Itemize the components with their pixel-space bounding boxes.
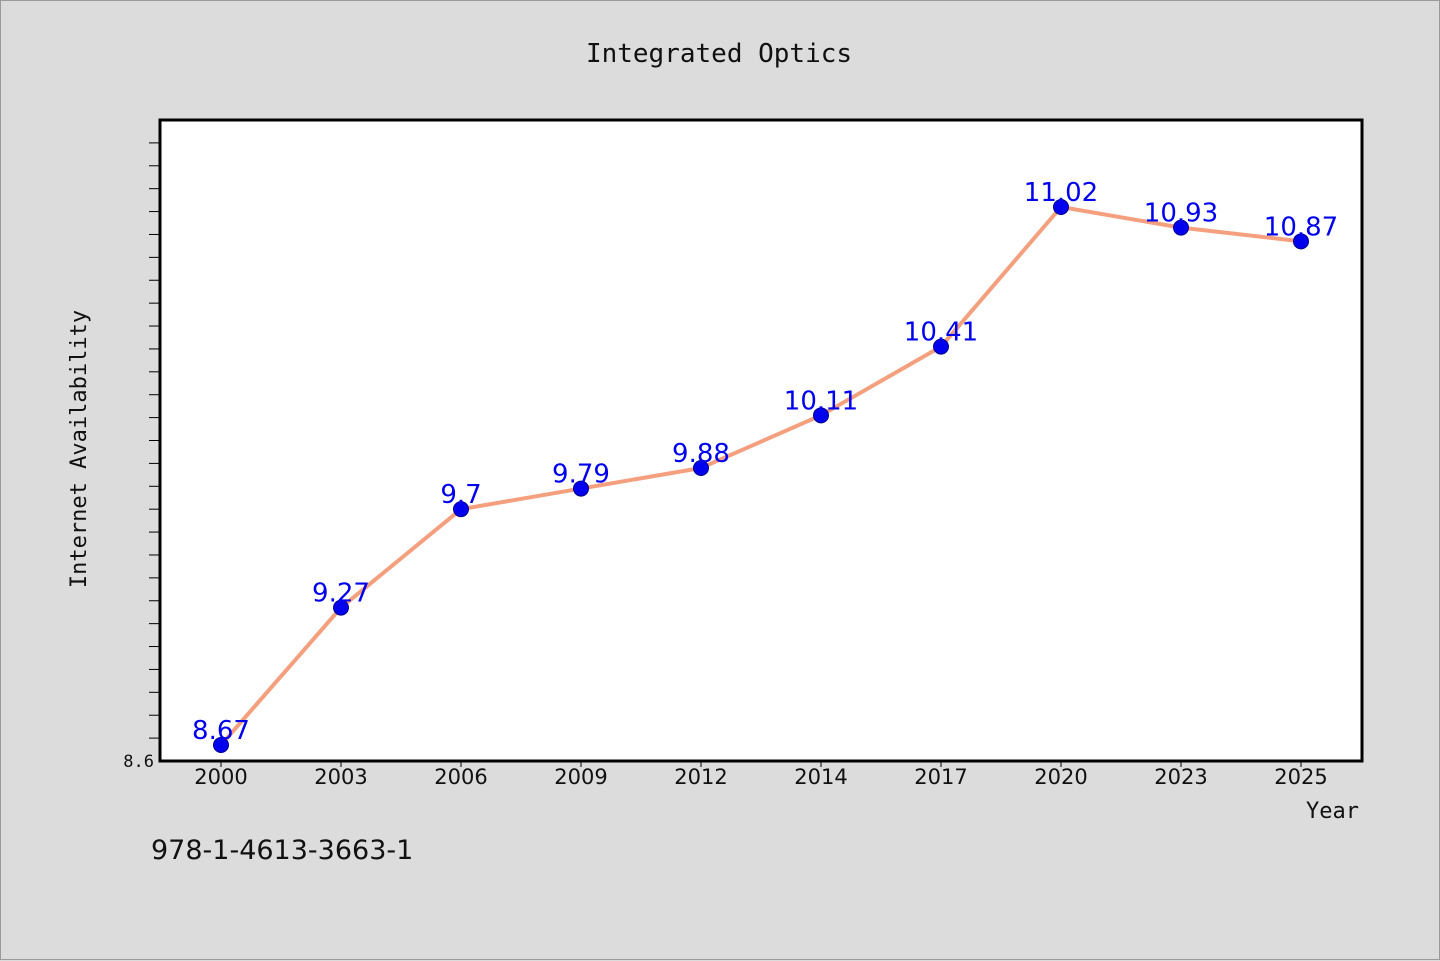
x-tick-label: 2009 — [554, 765, 607, 789]
data-point — [933, 338, 949, 355]
data-point — [333, 599, 349, 616]
data-label: 9.7 — [440, 480, 481, 510]
data-point — [693, 459, 709, 476]
x-tick-label: 2000 — [194, 765, 247, 789]
x-tick-label: 2014 — [794, 765, 847, 789]
x-tick-label: 2003 — [314, 765, 367, 789]
series-line — [219, 204, 1302, 747]
x-axis-label: Year — [1306, 799, 1359, 824]
data-label: 10.93 — [1144, 199, 1218, 229]
chart-title: Integrated Optics — [586, 39, 852, 69]
data-point — [1293, 233, 1309, 250]
data-label: 10.11 — [784, 386, 858, 416]
y-axis-ticks: 8.6 — [123, 142, 159, 772]
data-point — [213, 736, 229, 753]
data-point — [1053, 198, 1069, 215]
y-axis-label: Internet Availability — [67, 310, 92, 588]
data-label: 9.27 — [312, 579, 370, 609]
footer-identifier: 978-1-4613-3663-1 — [151, 835, 414, 866]
x-tick-label: 2025 — [1274, 765, 1327, 789]
data-label: 10.87 — [1264, 212, 1338, 242]
data-label: 10.41 — [904, 318, 978, 348]
data-label: 8.67 — [192, 716, 250, 746]
x-tick-label: 2020 — [1034, 765, 1087, 789]
data-series: 8.67 9.27 9.7 9.79 9.88 10.11 10.41 11.02 10.93 1… — [192, 178, 1338, 753]
x-tick-label: 2017 — [914, 765, 967, 789]
x-tick-label: 2006 — [434, 765, 487, 789]
data-point — [453, 501, 469, 518]
data-label: 9.88 — [672, 439, 730, 469]
data-label: 9.79 — [552, 460, 610, 490]
x-tick-label: 2023 — [1154, 765, 1207, 789]
data-label: 11.02 — [1024, 178, 1098, 208]
y-tick-label: 8.6 — [123, 752, 154, 772]
x-tick-label: 2012 — [674, 765, 727, 789]
x-axis-ticks: 2000 2003 2006 2009 2012 2014 2017 2020 2023 2025 — [194, 761, 1328, 789]
data-point — [813, 407, 829, 424]
data-point — [573, 480, 589, 497]
data-point — [1173, 219, 1189, 236]
